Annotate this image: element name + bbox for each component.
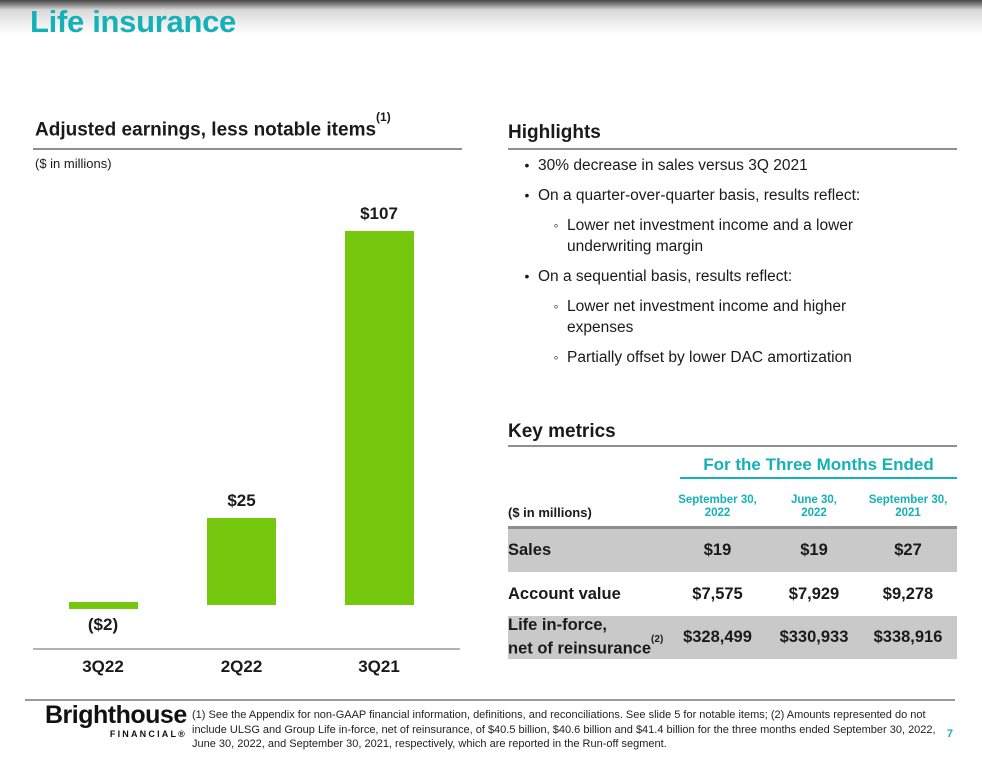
group-header: For the Three Months Ended (680, 455, 957, 479)
cell-value: $7,929 (788, 584, 840, 603)
row-label: Life in-force, net of reinsurance(2) (508, 616, 666, 659)
chart-footnote-ref: (1) (376, 110, 391, 124)
cell-value: $27 (894, 541, 922, 559)
footer-divider (25, 699, 955, 701)
category-label-3q21: 3Q21 (358, 657, 400, 676)
highlight-subitem: Partially offset by lower DAC amortizati… (508, 347, 948, 368)
cell-value: $328,499 (683, 628, 752, 646)
highlight-subitem: Lower net investment income and a lower … (508, 215, 948, 257)
table-row-sales: Sales $19 $19 $27 (508, 527, 957, 572)
cell-value: $19 (800, 541, 828, 559)
bar-group-3q22: ($2) (68, 190, 138, 648)
chart-plot-area: ($2) $25 $107 3Q22 2Q22 3Q21 (33, 190, 460, 680)
key-metrics-table: For the Three Months Ended ($ in million… (508, 452, 957, 659)
bullet-circle-icon (545, 347, 567, 368)
highlight-text: 30% decrease in sales versus 3Q 2021 (538, 157, 808, 174)
column-header: June 30, 2022 (790, 494, 838, 519)
table-row-account-value: Account value $7,575 $7,929 $9,278 (508, 572, 957, 616)
bullet-dot-icon (516, 185, 538, 206)
table-row-life-in-force: Life in-force, net of reinsurance(2) $32… (508, 616, 957, 659)
bar-2q22 (207, 517, 276, 605)
bar-value-label: ($2) (87, 615, 119, 634)
bullet-dot-icon (516, 155, 538, 176)
bar-3q22 (68, 602, 138, 609)
key-metrics-heading-rule (508, 445, 957, 447)
category-label-3q22: 3Q22 (82, 657, 124, 676)
highlights-list: 30% decrease in sales versus 3Q 2021 On … (508, 155, 948, 377)
highlight-item: 30% decrease in sales versus 3Q 2021 (508, 155, 948, 176)
table-group-header-row: For the Three Months Ended (508, 452, 957, 479)
x-axis-line (33, 648, 460, 650)
cell-value: $338,916 (873, 628, 943, 646)
highlight-item: On a quarter-over-quarter basis, results… (508, 185, 948, 206)
bar-group-2q22: $25 (207, 190, 276, 648)
row-label-text: Life in-force, net of reinsurance (508, 616, 652, 658)
column-header: September 30, 2021 (868, 494, 948, 519)
chart-heading: Adjusted earnings, less notable items(1) (35, 110, 391, 141)
bar-group-3q21: $107 (344, 190, 414, 648)
bullet-circle-icon (545, 296, 567, 338)
page-number: 7 (946, 728, 953, 740)
table-column-header-row: ($ in millions) September 30, 2022 June … (508, 479, 957, 528)
logo-secondary-text: FINANCIAL® (109, 729, 187, 739)
row-label: Account value (508, 584, 621, 603)
highlight-item: On a sequential basis, results reflect: (508, 266, 948, 287)
footnote-text: (1) See the Appendix for non-GAAP financ… (192, 709, 936, 750)
brighthouse-logo: Brighthouse FINANCIAL® (45, 701, 187, 740)
bar-3q21 (344, 230, 414, 605)
highlights-heading-rule (508, 148, 957, 150)
unit-label: ($ in millions) (508, 505, 592, 520)
logo-primary-text: Brighthouse (45, 701, 187, 729)
chart-heading-text: Adjusted earnings, less notable items (35, 119, 377, 141)
highlight-text: On a sequential basis, results reflect: (538, 268, 793, 285)
column-header: September 30, 2022 (678, 494, 757, 519)
highlight-text: Partially offset by lower DAC amortizati… (567, 349, 852, 366)
cell-value: $330,933 (779, 628, 849, 646)
category-label-2q22: 2Q22 (220, 657, 263, 676)
key-metrics-heading: Key metrics (508, 421, 616, 442)
chart-heading-rule (33, 148, 462, 150)
row-label: Sales (508, 541, 552, 559)
cell-value: $19 (703, 541, 732, 559)
bullet-dot-icon (516, 266, 538, 287)
bar-value-label: $25 (227, 490, 256, 510)
cell-value: $9,278 (882, 584, 934, 603)
bullet-circle-icon (545, 215, 567, 257)
highlight-text: Lower net investment income and higher e… (567, 298, 847, 336)
highlight-text: Lower net investment income and a lower … (567, 217, 854, 255)
chart-units-label: ($ in millions) (35, 156, 112, 171)
highlight-text: On a quarter-over-quarter basis, results… (538, 187, 861, 204)
bar-value-label: $107 (360, 203, 398, 223)
table-footnote-ref: (2) (651, 634, 664, 646)
highlight-subitem: Lower net investment income and higher e… (508, 296, 948, 338)
highlights-heading: Highlights (508, 122, 601, 143)
cell-value: $7,575 (692, 584, 743, 603)
page-title: Life insurance (30, 4, 236, 39)
